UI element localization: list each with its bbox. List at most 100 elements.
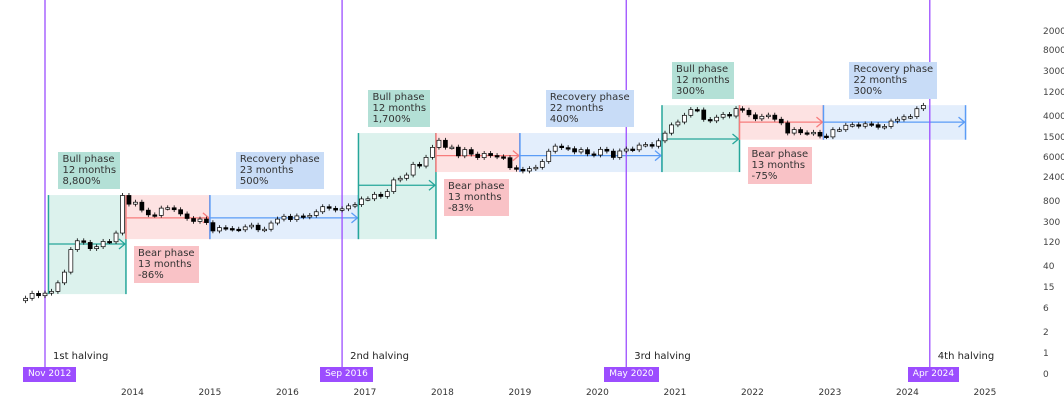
candle-up [449, 146, 455, 149]
bull-phase-label: Bull phase 12 months 300% [672, 62, 734, 100]
y-tick-label: 2400 [1043, 173, 1064, 183]
x-tick-label: 2015 [198, 388, 222, 398]
candle-up [636, 144, 642, 151]
candle-down [171, 207, 177, 211]
candle-down [300, 215, 306, 218]
arrow-head-icon [512, 150, 520, 162]
candle-up [294, 215, 300, 220]
candle-up [462, 149, 468, 157]
candle-up [42, 292, 48, 297]
phase-change: 500% [239, 176, 269, 188]
candle-down [856, 124, 862, 127]
candle-up [275, 218, 280, 224]
candle-up [94, 246, 100, 249]
candle-down [727, 114, 732, 117]
candle-down [417, 163, 422, 167]
candle-down [501, 156, 506, 159]
candle-down [36, 293, 41, 297]
candle-up [23, 297, 28, 302]
candle-up [249, 224, 255, 228]
candle-down [443, 139, 448, 148]
arrow-head-icon [732, 133, 740, 145]
halving-date-tag: Sep 2016 [320, 367, 373, 382]
y-tick-label: 300000 [1043, 67, 1064, 77]
candle-down [152, 214, 158, 217]
bull-phase-label: Bull phase 12 months 1,700% [368, 90, 431, 128]
candle-down [81, 240, 87, 243]
x-tick-label: 2016 [275, 388, 299, 398]
candle-up [914, 108, 920, 117]
candle-up [391, 179, 397, 192]
candle-up [74, 240, 80, 250]
candle-down [778, 118, 784, 124]
x-tick-label: 2021 [663, 388, 687, 398]
candle-down [869, 123, 875, 126]
candle-up [623, 148, 629, 152]
y-tick-label: 2000000 [1043, 27, 1064, 37]
candle-up [430, 147, 435, 158]
candle-up [882, 126, 887, 129]
candle-down [229, 228, 235, 231]
candle-down [572, 148, 577, 153]
phase-duration: 22 months [549, 103, 604, 115]
candle-down [630, 148, 636, 151]
y-tick-label: 0 [1043, 370, 1049, 380]
halving-date-tag: May 2020 [604, 367, 659, 382]
candle-up [62, 271, 67, 284]
candle-up [578, 149, 584, 153]
candle-down [804, 132, 810, 135]
phase-change: 400% [549, 114, 579, 126]
phase-change: 8,800% [62, 176, 101, 188]
candle-down [701, 109, 707, 120]
halving-label: 4th halving [937, 351, 995, 362]
candle-up [100, 241, 106, 248]
candle-up [720, 114, 726, 118]
candle-down [565, 147, 571, 150]
candle-down [333, 207, 338, 211]
candle-up [372, 193, 377, 200]
candle-up [165, 207, 171, 210]
y-tick-label: 300 [1043, 218, 1061, 228]
candle-down [184, 213, 190, 219]
candle-up [410, 163, 416, 176]
phase-duration: 12 months [372, 103, 427, 115]
y-tick-label: 40000 [1043, 112, 1064, 122]
candle-up [617, 150, 623, 158]
phase-title: Bear phase [137, 248, 195, 260]
candle-down [772, 114, 778, 120]
phase-title: Bear phase [447, 181, 505, 193]
candle-up [320, 206, 326, 213]
candle-down [798, 129, 803, 134]
candle-up [281, 215, 287, 220]
y-tick-label: 800000 [1043, 46, 1064, 56]
candle-up [733, 108, 739, 117]
candle-up [669, 124, 674, 134]
candle-down [178, 209, 183, 215]
candle-up [675, 121, 681, 126]
phase-change: 300% [853, 86, 883, 98]
phase-change: -86% [137, 270, 164, 282]
candle-down [236, 228, 242, 232]
candle-up [849, 124, 855, 127]
phase-title: Bear phase [751, 148, 809, 160]
candle-up [55, 282, 61, 292]
phase-duration: 12 months [676, 75, 730, 87]
candle-down [610, 150, 616, 158]
phase-change: 300% [676, 86, 705, 98]
y-tick-label: 6 [1043, 304, 1049, 314]
candle-up [843, 124, 849, 131]
candle-up [29, 293, 35, 299]
candle-down [824, 135, 829, 138]
candle-up [481, 153, 487, 158]
candle-down [785, 122, 791, 134]
candle-up [197, 218, 203, 222]
candle-down [740, 108, 745, 111]
candle-up [436, 139, 442, 148]
bull-phase-box [358, 133, 436, 240]
candle-up [352, 204, 358, 207]
candle-up [901, 116, 907, 120]
bear-phase-box [125, 195, 210, 240]
candle-up [49, 291, 54, 294]
phase-duration: 13 months [751, 159, 806, 171]
